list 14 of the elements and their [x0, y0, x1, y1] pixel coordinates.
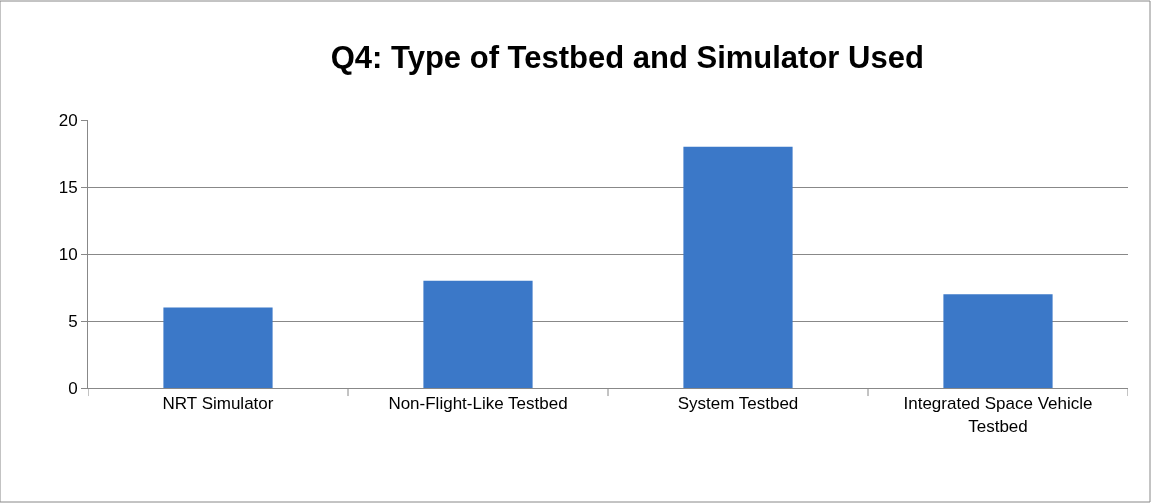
y-tick-label: 15: [58, 177, 78, 197]
y-tick-label: 10: [58, 244, 78, 264]
y-tick-label: 5: [68, 311, 78, 331]
bar: [943, 294, 1053, 388]
bar: [163, 307, 273, 388]
x-tick-label: Integrated Space Vehicle Testbed: [903, 394, 1093, 436]
x-tick-label: NRT Simulator: [162, 394, 274, 414]
chart-title: Q4: Type of Testbed and Simulator Used: [330, 39, 924, 75]
bar: [423, 280, 533, 388]
y-tick-label: 0: [68, 378, 78, 398]
bar: [683, 146, 793, 388]
x-tick-label: Non-Flight-Like Testbed: [388, 394, 568, 414]
x-tick-label: System Testbed: [677, 394, 799, 414]
y-tick-label: 20: [58, 110, 78, 130]
